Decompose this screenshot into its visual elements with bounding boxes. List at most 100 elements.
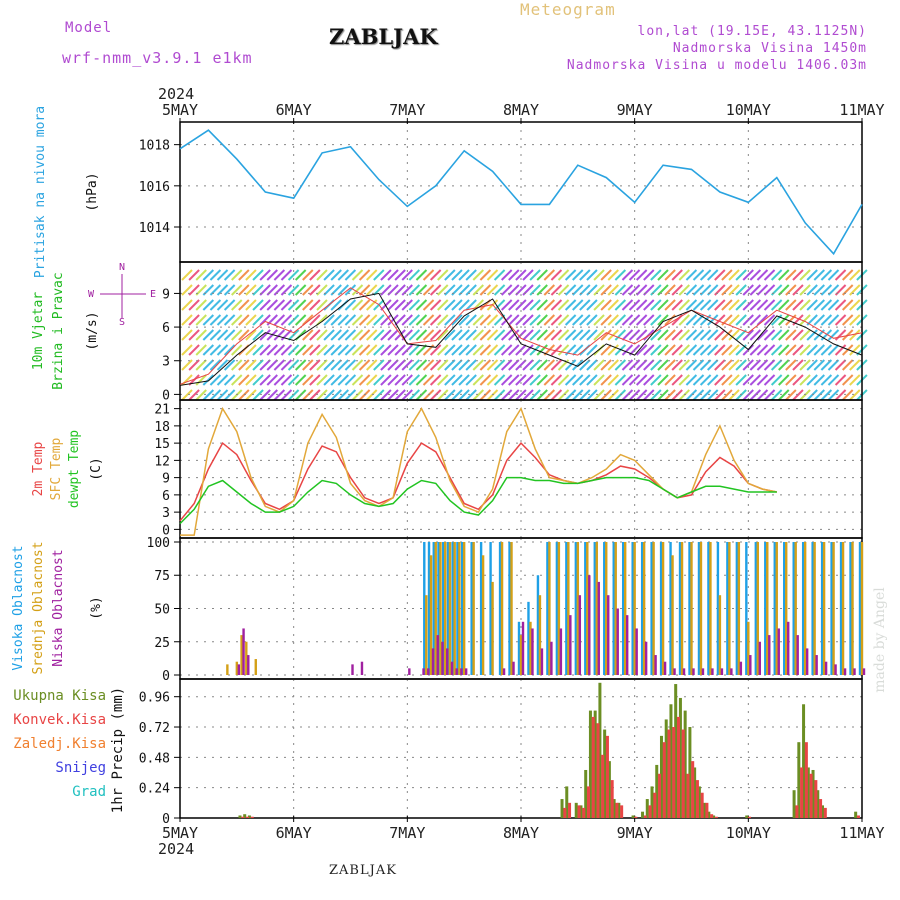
y-tick-label: 0 [162,669,170,684]
wind-barb [650,329,662,341]
precip-bar [653,792,657,818]
wind-barb [678,329,690,341]
precip-bar [693,767,697,818]
wind-barb [699,284,712,296]
wind-barb [422,374,435,386]
x-tick-label-bottom: 7MAY [389,824,425,842]
precip-legend-0: Ukupna Kisa [13,688,106,704]
wind-barb [387,329,399,341]
wind-barb [785,284,797,296]
cloud-bar [458,541,461,676]
wind-barb [493,359,506,371]
precip-bar [662,742,666,818]
wind-barb [543,299,556,311]
wind-barb [820,344,833,356]
wind-barb [280,389,293,401]
wind-barb [188,314,200,326]
wind-barb [458,374,470,386]
model-name: wrf-nmm_v3.9.1 e1km [62,49,253,67]
precip-bar [802,704,806,818]
precip-bar [745,815,749,818]
wind-barb [351,329,364,341]
wind-barb [657,299,669,311]
wind-barb [337,359,349,371]
wind-barb [223,344,236,356]
wind-barb [472,329,484,341]
wind-barb [294,299,307,311]
wind-barb [664,359,676,371]
precip-bar [712,815,716,818]
wind-barb [621,299,634,311]
wind-barb [408,389,421,401]
wind-barb [465,374,477,386]
cloud-bar [773,541,776,676]
wind-barb [827,284,840,296]
wind-barb [373,269,385,281]
cloud-bar [245,641,248,676]
wind-barb [508,329,520,341]
wind-barb [643,374,655,386]
wind-barb [522,389,534,401]
wind-barb [273,314,286,326]
wind-barb [735,389,747,401]
wind-barb [628,284,641,296]
wind-barb [500,314,513,326]
wind-barb [316,389,328,401]
wind-barb [614,389,627,401]
wind-barb [657,359,669,371]
precip-bar [823,807,827,818]
cloud-bar [595,541,598,676]
wind-barb [493,284,506,296]
cloud-bar [448,541,452,676]
wind-barb [252,344,264,356]
wind-barb [209,329,222,341]
wind-barb [366,359,378,371]
wind-barb [309,374,321,386]
cloud-bar [718,595,722,676]
wind-barb [834,374,847,386]
wind-barb [280,284,293,296]
wind-barb [621,329,634,341]
wind-barb [337,329,349,341]
wind-barb [614,269,627,281]
cloud-bar [659,541,663,676]
wind-barb [366,284,378,296]
wind-barb [437,269,449,281]
precip-bar [605,735,609,818]
cloud-bar [464,668,468,676]
wind-barb [849,269,861,281]
wind-barb [536,284,548,296]
wind-barb [500,374,513,386]
wind-barb [778,389,790,401]
wind-barb [770,329,783,341]
wind-barb [600,269,612,281]
wind-barb [650,359,662,371]
wind-barb [337,314,349,326]
wind-barb [572,389,584,401]
y-tick-label: 3 [162,355,170,370]
wind-barb [529,269,541,281]
y-tick-label: 21 [154,403,170,418]
cloud-bar [442,541,445,676]
wind-barb [366,389,378,401]
cloud-bar [498,541,502,676]
wind-barb [550,374,563,386]
wind-barb [749,374,762,386]
compass-e: E [150,289,156,300]
cloud-bar [586,541,589,676]
wind-barb [756,329,769,341]
wind-barb [536,329,548,341]
wind-barb [586,314,598,326]
wind-barb [799,314,811,326]
wind-barb [408,344,421,356]
wind-barb [415,359,428,371]
wind-barb [735,374,747,386]
wind-barb [238,374,250,386]
wind-barb [508,359,520,371]
cloud-bar [669,541,672,676]
wind-barb [756,314,769,326]
wind-barb [394,269,406,281]
wind-barb [358,359,371,371]
wind-barb [735,299,747,311]
wind-barb [600,389,612,401]
